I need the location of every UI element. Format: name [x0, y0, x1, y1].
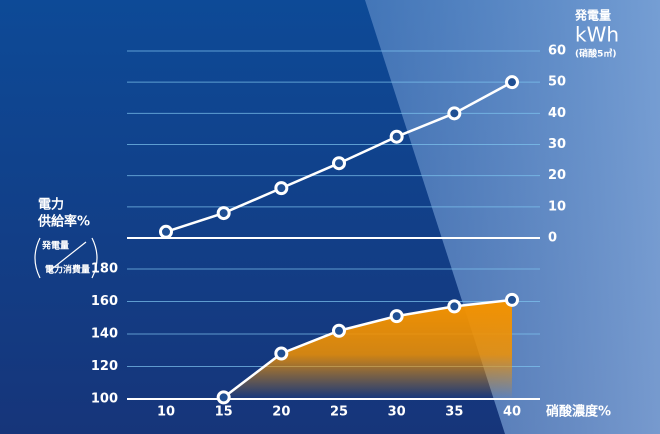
- y-tick-label: 0: [548, 231, 557, 246]
- y-tick-label: 160: [91, 294, 118, 309]
- x-title: 硝酸濃度%: [546, 404, 611, 420]
- line: [222, 298, 513, 399]
- y-tick-label: 180: [91, 262, 118, 277]
- fraction-decor: [34, 237, 98, 279]
- y-tick-label: 40: [548, 106, 566, 121]
- point: [389, 129, 404, 144]
- y-tick-label: 10: [548, 199, 566, 214]
- fraction-denominator: 電力消費量: [45, 264, 90, 276]
- point: [447, 299, 462, 314]
- y2-title: 発電量: [574, 8, 611, 23]
- y-tick-label: 100: [91, 392, 118, 407]
- y-tick-label: 140: [91, 327, 118, 342]
- point: [447, 106, 462, 121]
- highlight: [365, 0, 660, 434]
- point: [216, 206, 231, 221]
- y-unit: 供給率%: [37, 214, 90, 230]
- x-tick-label: 20: [272, 405, 290, 420]
- x-tick-label: 35: [445, 405, 463, 420]
- plot: [127, 50, 540, 405]
- x-tick-label: 30: [388, 405, 406, 420]
- y2-note: (硝酸5㎥): [575, 48, 617, 60]
- x-tick-label: 25: [330, 405, 348, 420]
- point: [505, 75, 519, 90]
- y-tick-label: 50: [548, 75, 566, 90]
- y-tick-label: 20: [548, 168, 566, 183]
- y-title: 電力: [38, 197, 64, 213]
- fraction-numerator: 発電量: [41, 240, 69, 252]
- y-tick-label: 30: [548, 137, 566, 152]
- y2-unit: kWh: [575, 23, 619, 47]
- x-tick-label: 15: [215, 405, 233, 420]
- x-tick-label: 40: [503, 405, 521, 420]
- x-tick-label: 10: [157, 405, 175, 420]
- y-tick-label: 120: [91, 359, 118, 374]
- point: [505, 292, 519, 307]
- point: [274, 181, 289, 196]
- point: [389, 309, 404, 324]
- point: [216, 390, 231, 405]
- area: [223, 299, 512, 399]
- y-tick-label: 60: [548, 44, 566, 59]
- point: [274, 346, 289, 361]
- point: [159, 224, 173, 239]
- point: [332, 156, 346, 171]
- point: [332, 323, 346, 338]
